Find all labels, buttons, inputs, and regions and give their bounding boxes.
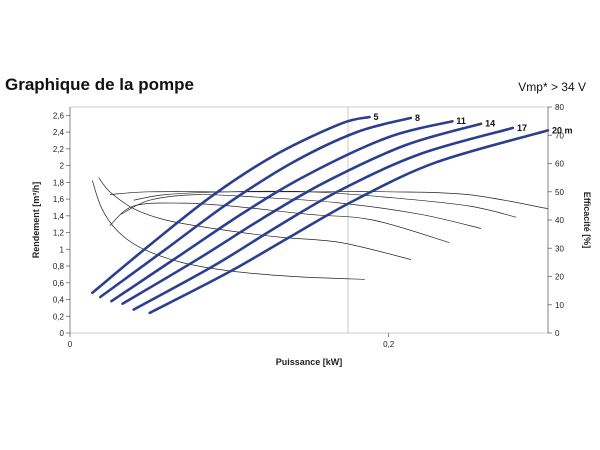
flow-curve-4	[132, 126, 515, 311]
y-tick-label: 0	[60, 329, 65, 338]
flow-curves	[91, 115, 550, 315]
curve-label: 14	[485, 119, 495, 129]
flow-curve-5	[148, 129, 550, 315]
x-tick-label: 0	[68, 340, 73, 349]
y-tick-label: 2	[60, 162, 65, 171]
y2-tick-label: 0	[555, 329, 560, 338]
x-tick-label: 0,2	[383, 340, 395, 349]
efficiency-curves	[91, 177, 549, 280]
x-axis-label: Puissance [kW]	[276, 357, 343, 367]
efficiency-curve	[109, 202, 450, 243]
flow-curve-1	[99, 116, 413, 299]
curve-labels: 5 8 11 14 17 20 m	[374, 112, 573, 135]
y2-tick-label: 30	[555, 244, 564, 253]
y-tick-label: 2,4	[53, 128, 65, 137]
y-ticks: 0 0,2 0,4 0,6 0,8 1 1,2 1,4 1,6 1,8 2 2,2 2,4 2,6	[53, 111, 70, 338]
y-tick-label: 1,4	[53, 212, 65, 221]
y-tick-label: 0,8	[53, 262, 65, 271]
y2-tick-label: 80	[555, 103, 564, 112]
y2-tick-label: 20	[555, 273, 564, 282]
y-tick-label: 0,4	[53, 296, 65, 305]
y-tick-label: 2,6	[53, 111, 65, 120]
flow-curve-0	[91, 115, 371, 295]
curve-label: 5	[374, 112, 379, 122]
curve-label: 20 m	[552, 125, 573, 135]
curve-label: 17	[517, 123, 527, 133]
y2-tick-label: 40	[555, 216, 564, 225]
y-tick-label: 0,2	[53, 312, 65, 321]
efficiency-curve	[120, 194, 482, 229]
y-tick-label: 1,8	[53, 178, 65, 187]
y-tick-label: 2,2	[53, 145, 65, 154]
y-axis-label: Rendement [m³/h]	[31, 182, 41, 259]
flow-curve-2	[110, 119, 454, 303]
voltage-note: Vmp* > 34 V	[518, 80, 586, 94]
x-ticks: 0 0,2	[68, 333, 395, 349]
y2-ticks: 0 10 20 30 40 50 60 70 80	[548, 103, 564, 338]
y2-axis-label: Efficacité [%]	[582, 192, 592, 249]
y2-tick-label: 70	[555, 131, 564, 140]
chart-title: Graphique de la pompe	[5, 75, 194, 94]
y2-tick-label: 50	[555, 188, 564, 197]
y-tick-label: 1,6	[53, 195, 65, 204]
y2-tick-label: 10	[555, 301, 564, 310]
curve-label: 11	[456, 116, 466, 126]
y2-tick-label: 60	[555, 160, 564, 169]
efficiency-curve	[91, 180, 365, 280]
y-tick-label: 1,2	[53, 229, 65, 238]
curve-label: 8	[415, 113, 420, 123]
axes	[69, 106, 549, 334]
y-tick-label: 1	[60, 245, 65, 254]
flow-curve-3	[121, 122, 483, 305]
y-tick-label: 0,6	[53, 279, 65, 288]
